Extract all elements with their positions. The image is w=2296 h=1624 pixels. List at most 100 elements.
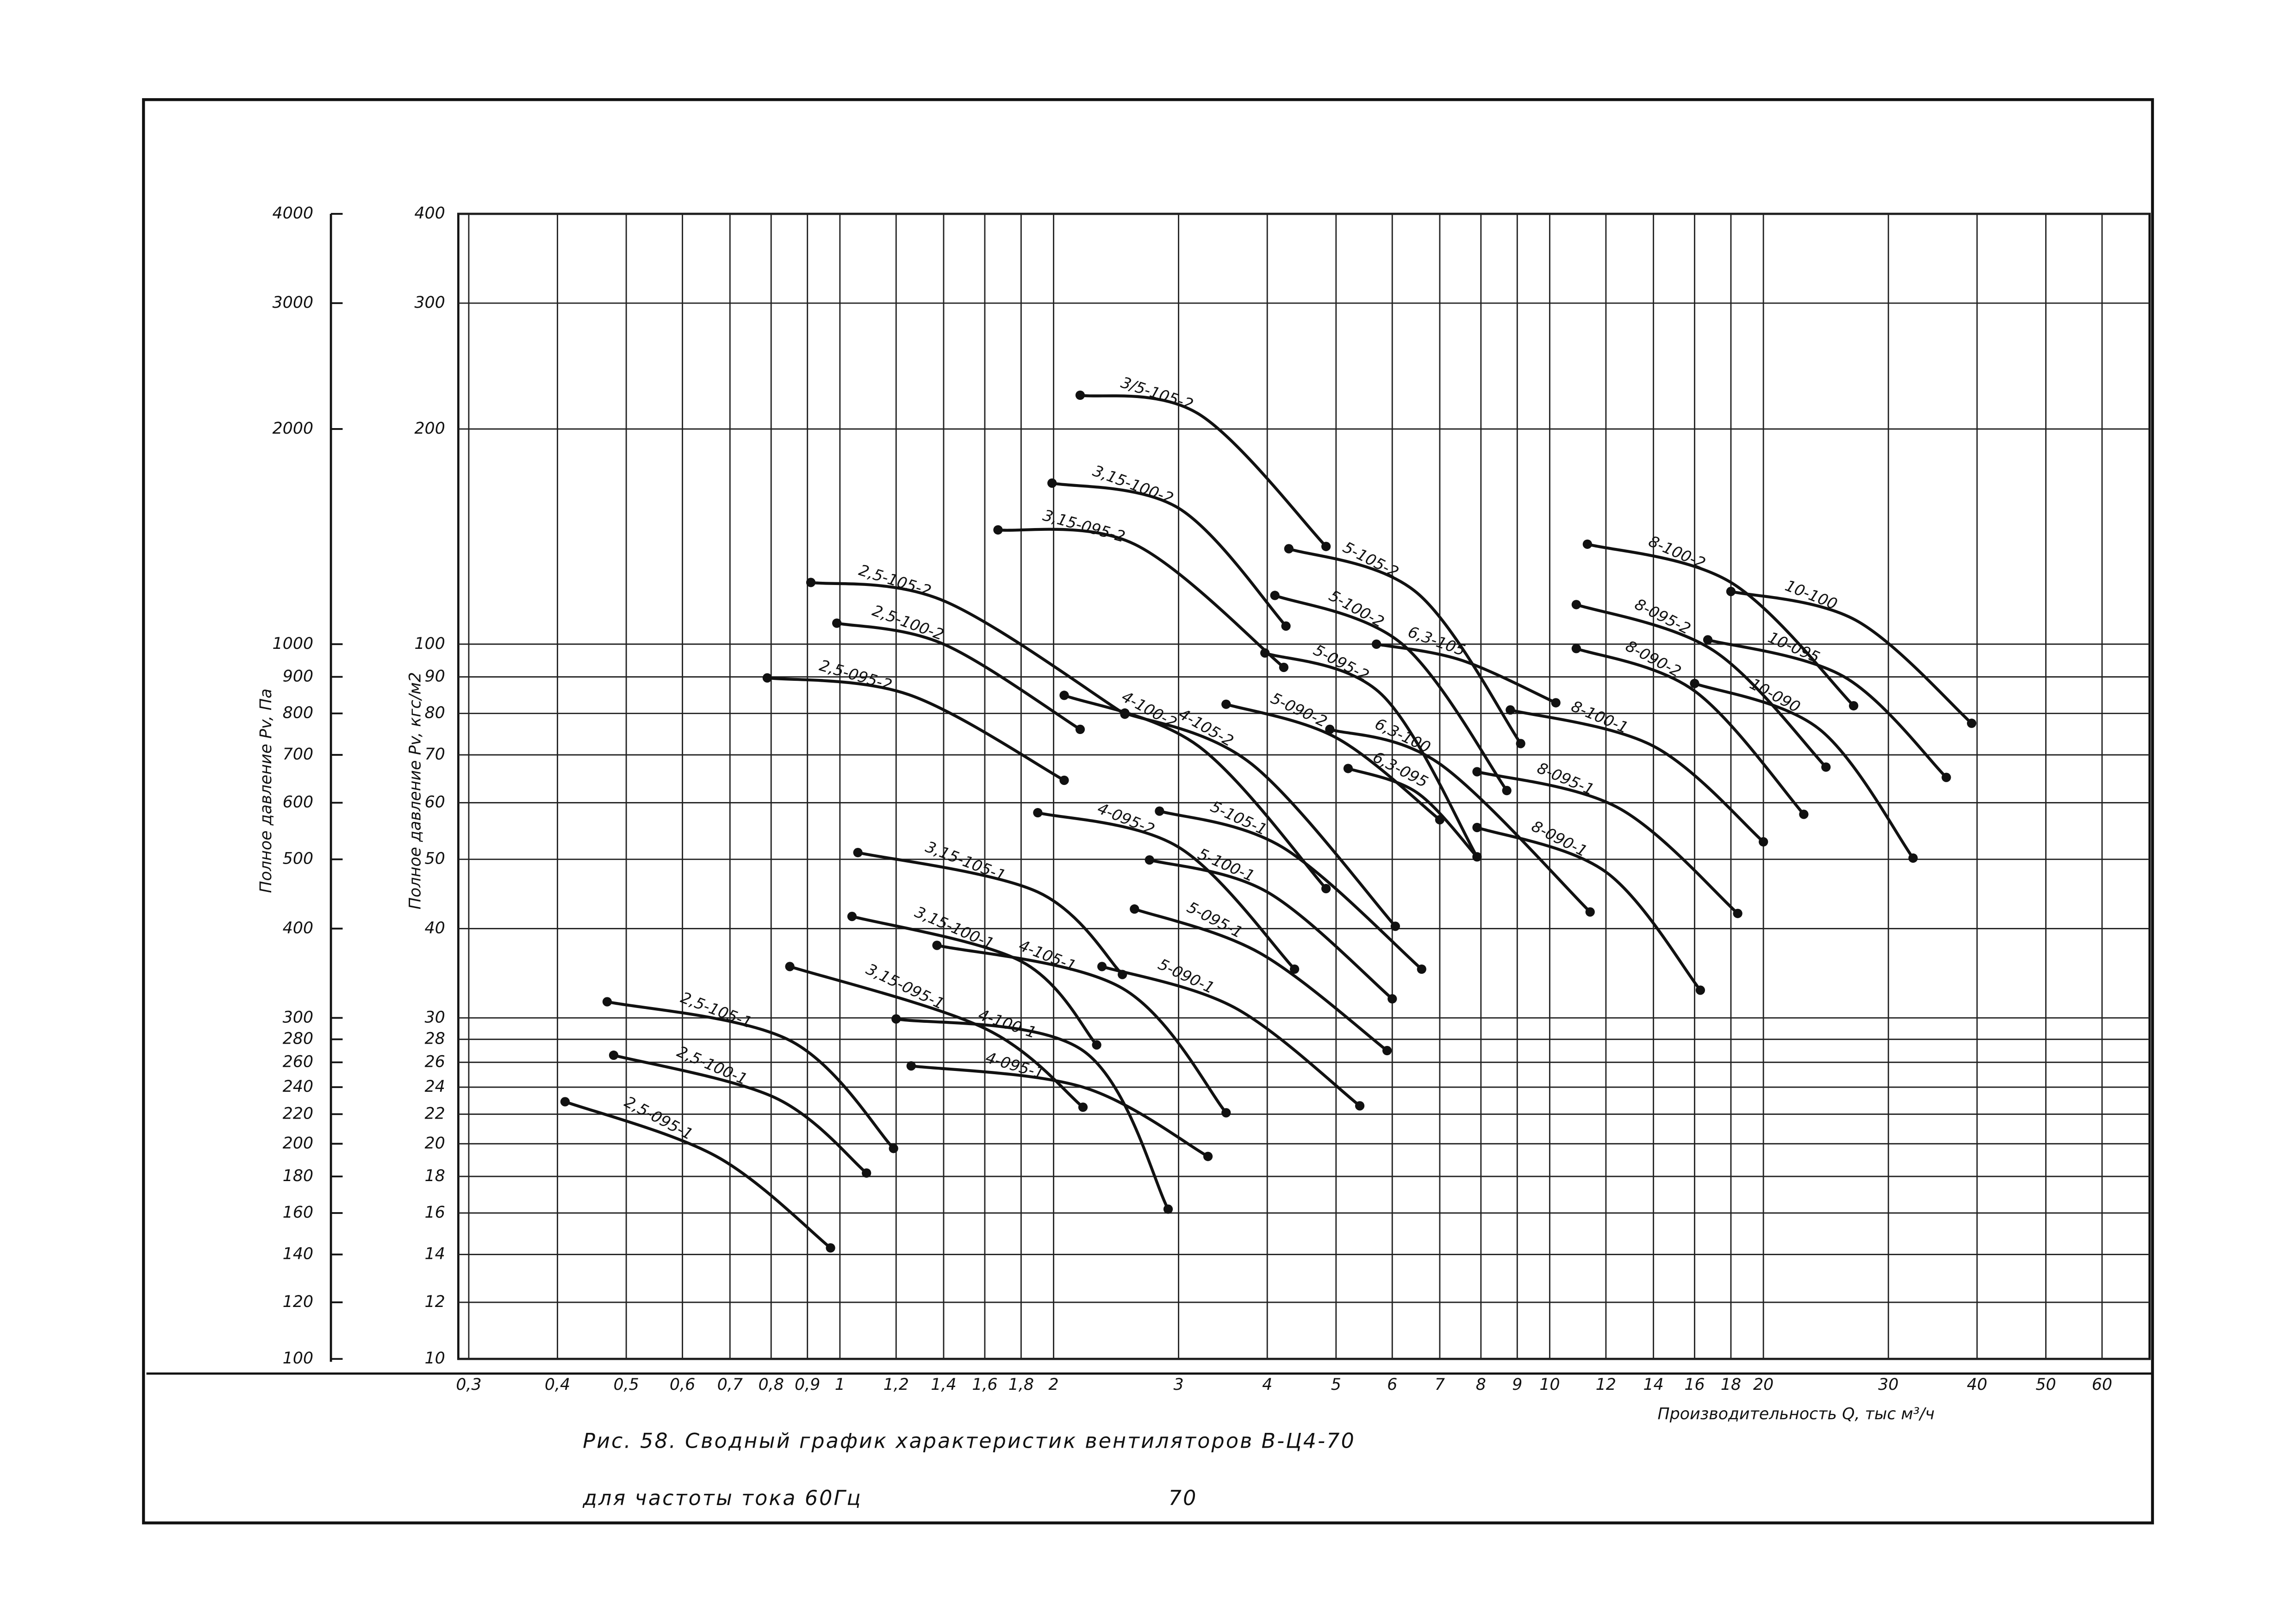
y-tick-label: 14 — [425, 1245, 445, 1263]
curve-point — [1502, 786, 1512, 796]
curve-point — [1848, 701, 1859, 711]
fan-curve — [1707, 638, 1948, 779]
curve-point — [1260, 648, 1270, 658]
curve-point — [932, 940, 942, 950]
curve-point — [1695, 985, 1705, 995]
page-number: 70 — [1169, 1487, 1198, 1510]
curve-point — [1417, 964, 1426, 974]
curve-label: 2,5-100-1 — [674, 1042, 750, 1089]
fan-curve — [1274, 594, 1508, 791]
curve-point — [1966, 718, 1977, 728]
curve-point — [1726, 586, 1736, 597]
y-tick-label: 60 — [425, 793, 445, 811]
curve-label: 4-100-1 — [976, 1006, 1039, 1042]
curve-point — [889, 1144, 898, 1153]
x-tick-label: 1,6 — [972, 1375, 997, 1394]
fan-curve — [1587, 542, 1855, 707]
fan-curve — [1575, 647, 1805, 815]
x-tick-label: 60 — [2092, 1375, 2112, 1394]
curve-point — [1382, 1045, 1392, 1056]
x-tick-label: 0,9 — [795, 1375, 820, 1394]
curve-point — [1120, 708, 1130, 718]
y-tick-label: 40 — [425, 919, 445, 937]
curve-label: 4-095-1 — [983, 1048, 1046, 1083]
curve-point — [1821, 762, 1831, 772]
y-tick-label: 100 — [414, 635, 445, 653]
curve-label: 5-105-1 — [1208, 797, 1270, 839]
curve-point — [1908, 853, 1918, 863]
curve-point — [1759, 837, 1768, 847]
x-tick-label: 0,3 — [456, 1375, 481, 1394]
curve-point — [1155, 806, 1164, 816]
x-tick-label: 1,8 — [1008, 1375, 1034, 1394]
caption-sub: для частоты тока 60Гц — [582, 1487, 862, 1510]
curve-label: 8-095-1 — [1535, 759, 1597, 798]
fan-curve — [1159, 809, 1423, 971]
y2-tick-label: 1000 — [273, 635, 314, 653]
y-tick-label: 30 — [425, 1008, 445, 1027]
curve-point — [1472, 852, 1482, 862]
curve-label: 5-100-2 — [1326, 586, 1387, 631]
curve-point — [1059, 775, 1069, 785]
curve-point — [1321, 884, 1331, 894]
x-tick-label: 3 — [1173, 1375, 1183, 1394]
curve-point — [1284, 544, 1294, 554]
y-tick-label: 18 — [425, 1167, 445, 1185]
curve-point — [1097, 962, 1107, 971]
fan-curve — [1694, 682, 1915, 859]
curve-point — [785, 962, 795, 971]
fan-curve — [1264, 651, 1479, 858]
x-tick-label: 10 — [1539, 1375, 1560, 1394]
fan-curve — [896, 1017, 1170, 1210]
curve-label: 8-090-1 — [1529, 817, 1590, 860]
y2-tick-label: 800 — [283, 704, 313, 722]
curve-label: 8-100-2 — [1646, 532, 1708, 572]
curve-point — [853, 848, 863, 858]
curve-label: 5-100-1 — [1195, 845, 1257, 885]
y-tick-label: 12 — [425, 1293, 445, 1311]
curve-point — [1092, 1040, 1101, 1050]
curve-label: 5-095-1 — [1184, 898, 1246, 941]
x-tick-label: 20 — [1753, 1375, 1773, 1394]
fan-curve — [1064, 694, 1327, 890]
curve-point — [1506, 705, 1515, 715]
curve-point — [891, 1014, 901, 1024]
y2-tick-label: 120 — [283, 1293, 313, 1311]
y-tick-label: 50 — [425, 850, 445, 868]
curve-label: 5-090-1 — [1155, 955, 1217, 997]
curve-point — [762, 673, 772, 683]
curve-point — [1799, 809, 1809, 819]
y2-tick-label: 200 — [283, 1134, 313, 1152]
y-tick-label: 26 — [425, 1052, 445, 1071]
fan-curve — [1134, 908, 1388, 1052]
y-tick-label: 24 — [425, 1077, 445, 1096]
curve-point — [1203, 1151, 1213, 1161]
fan-curve — [607, 1000, 895, 1150]
y2-tick-label: 4000 — [273, 204, 314, 223]
curve-point — [906, 1061, 916, 1071]
fan-curve — [1149, 859, 1394, 1000]
curve-label: 2,5-105-1 — [678, 988, 755, 1032]
y-tick-label: 22 — [425, 1104, 445, 1123]
curve-point — [1163, 1204, 1173, 1214]
y2-tick-label: 600 — [283, 793, 313, 811]
curve-label: 3,15-100-2 — [1090, 461, 1176, 507]
y-tick-label: 300 — [414, 293, 445, 312]
x-tick-label: 7 — [1435, 1375, 1445, 1394]
curve-label: 10-095 — [1766, 628, 1823, 666]
fan-curve — [1080, 393, 1327, 548]
curve-point — [560, 1097, 570, 1107]
fan-curve — [767, 676, 1065, 782]
curve-point — [1075, 390, 1085, 400]
curve-point — [1075, 724, 1085, 734]
x-tick-label: 0,5 — [613, 1375, 639, 1394]
y2-tick-label: 280 — [283, 1030, 313, 1048]
x-tick-label: 8 — [1476, 1375, 1486, 1394]
x-tick-label: 1,2 — [884, 1375, 909, 1394]
fan-curve — [1730, 590, 1973, 725]
curve-label: 2,5-095-2 — [817, 656, 894, 694]
x-tick-label: 50 — [2035, 1375, 2056, 1394]
plot-border — [457, 212, 2151, 1360]
y2-tick-label: 180 — [283, 1167, 313, 1185]
